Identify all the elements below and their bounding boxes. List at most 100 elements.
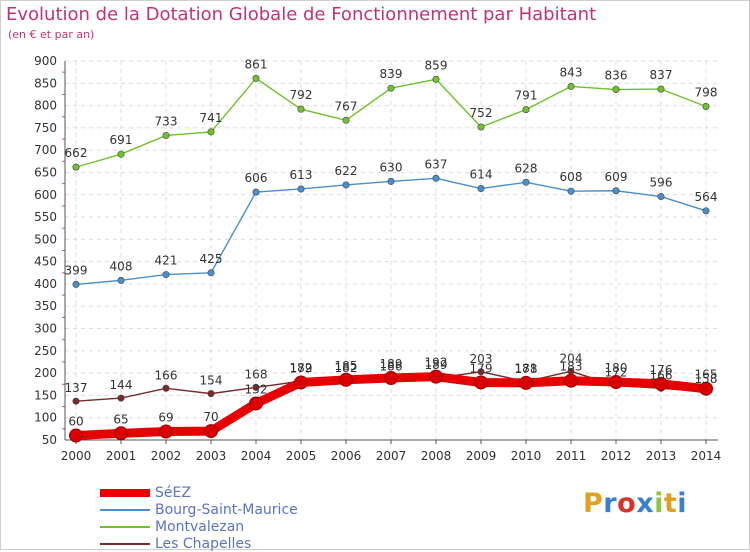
data-point-bourg-saint-maurice xyxy=(117,276,125,284)
data-point-bourg-saint-maurice xyxy=(72,280,80,288)
data-point-s-ez xyxy=(519,375,533,390)
y-tick-label: 400 xyxy=(34,277,57,291)
data-point-s-ez xyxy=(339,372,353,387)
data-label-les-chapelles: 181 xyxy=(515,362,538,376)
data-label-bourg-saint-maurice: 606 xyxy=(245,171,268,185)
legend-swatch xyxy=(100,542,150,545)
data-point-s-ez xyxy=(564,373,578,388)
data-point-montvalezan xyxy=(117,150,125,158)
data-point-montvalezan xyxy=(297,105,305,113)
x-tick-label: 2005 xyxy=(286,449,317,463)
data-label-s-ez: 60 xyxy=(68,415,83,429)
x-tick-label: 2006 xyxy=(331,449,362,463)
data-label-s-ez: 165 xyxy=(695,368,718,382)
data-label-montvalezan: 837 xyxy=(650,68,673,82)
data-point-montvalezan xyxy=(612,86,620,94)
x-tick-label: 2013 xyxy=(646,449,677,463)
data-label-s-ez: 189 xyxy=(380,357,403,371)
data-point-s-ez xyxy=(654,376,668,391)
data-label-s-ez: 179 xyxy=(470,361,493,375)
data-label-bourg-saint-maurice: 608 xyxy=(560,170,583,184)
x-tick-label: 2012 xyxy=(601,449,632,463)
legend-label: Les Chapelles xyxy=(155,535,252,552)
data-point-montvalezan xyxy=(387,84,395,92)
y-tick-label: 800 xyxy=(34,99,57,113)
data-label-s-ez: 176 xyxy=(650,363,673,377)
data-point-s-ez xyxy=(609,375,623,390)
y-tick-label: 550 xyxy=(34,210,57,224)
data-point-les-chapelles xyxy=(207,390,215,398)
logo-letter: P xyxy=(583,488,604,519)
data-point-montvalezan xyxy=(567,82,575,90)
data-label-les-chapelles: 182 xyxy=(335,361,358,375)
chart-legend: SéEZ Bourg-Saint-Maurice Montvalezan Les… xyxy=(100,484,298,552)
data-label-montvalezan: 691 xyxy=(110,133,133,147)
data-label-s-ez: 183 xyxy=(560,360,583,374)
data-label-les-chapelles: 144 xyxy=(110,378,133,392)
data-point-montvalezan xyxy=(342,116,350,124)
x-tick-label: 2011 xyxy=(556,449,587,463)
data-point-bourg-saint-maurice xyxy=(432,174,440,182)
data-point-bourg-saint-maurice xyxy=(702,207,710,215)
data-point-bourg-saint-maurice xyxy=(477,185,485,193)
data-point-s-ez xyxy=(114,426,128,441)
data-label-montvalezan: 839 xyxy=(380,67,403,81)
y-tick-label: 450 xyxy=(34,255,57,269)
data-label-les-chapelles: 166 xyxy=(155,368,178,382)
y-tick-label: 150 xyxy=(34,388,57,402)
data-label-les-chapelles: 203 xyxy=(470,352,493,366)
data-point-montvalezan xyxy=(72,163,80,171)
data-label-les-chapelles: 137 xyxy=(65,381,88,395)
data-label-bourg-saint-maurice: 630 xyxy=(380,160,403,174)
data-label-montvalezan: 792 xyxy=(290,88,313,102)
chart-subtitle: (en € et par an) xyxy=(8,28,95,41)
data-point-bourg-saint-maurice xyxy=(252,188,260,196)
logo-letter: o xyxy=(617,488,637,519)
data-label-bourg-saint-maurice: 637 xyxy=(425,157,448,171)
data-point-bourg-saint-maurice xyxy=(657,193,665,201)
data-point-s-ez xyxy=(699,381,713,396)
data-label-s-ez: 180 xyxy=(605,361,628,375)
data-label-montvalezan: 836 xyxy=(605,69,628,83)
legend-label: SéEZ xyxy=(155,484,191,501)
data-point-bourg-saint-maurice xyxy=(207,269,215,277)
data-point-bourg-saint-maurice xyxy=(522,178,530,186)
data-label-s-ez: 192 xyxy=(425,356,448,370)
data-point-bourg-saint-maurice xyxy=(162,271,170,279)
data-label-s-ez: 69 xyxy=(158,411,173,425)
data-label-montvalezan: 767 xyxy=(335,99,358,113)
y-tick-label: 100 xyxy=(34,411,57,425)
x-tick-label: 2002 xyxy=(151,449,182,463)
data-label-bourg-saint-maurice: 399 xyxy=(65,263,88,277)
logo-letter: i xyxy=(677,488,688,519)
data-label-s-ez: 178 xyxy=(515,362,538,376)
legend-label: Bourg-Saint-Maurice xyxy=(155,501,298,518)
data-label-s-ez: 65 xyxy=(113,412,128,426)
data-label-montvalezan: 662 xyxy=(65,146,88,160)
data-label-montvalezan: 859 xyxy=(425,58,448,72)
data-point-montvalezan xyxy=(207,128,215,136)
data-point-s-ez xyxy=(429,369,443,384)
y-tick-label: 700 xyxy=(34,143,57,157)
data-label-bourg-saint-maurice: 609 xyxy=(605,170,628,184)
data-point-montvalezan xyxy=(702,102,710,110)
legend-item: Bourg-Saint-Maurice xyxy=(100,501,298,518)
data-label-montvalezan: 798 xyxy=(695,85,718,99)
data-label-montvalezan: 733 xyxy=(155,114,178,128)
legend-swatch xyxy=(100,488,150,497)
data-label-les-chapelles: 154 xyxy=(200,374,223,388)
data-point-s-ez xyxy=(204,424,218,439)
legend-item: Montvalezan xyxy=(100,518,298,535)
legend-item: SéEZ xyxy=(100,484,298,501)
data-point-s-ez xyxy=(474,375,488,390)
data-label-s-ez: 132 xyxy=(245,382,268,396)
chart-title: Evolution de la Dotation Globale de Fonc… xyxy=(6,4,597,25)
data-point-montvalezan xyxy=(477,123,485,131)
data-point-les-chapelles xyxy=(72,397,80,405)
y-tick-label: 250 xyxy=(34,344,57,358)
y-tick-label: 850 xyxy=(34,76,57,90)
data-point-montvalezan xyxy=(252,74,260,82)
y-tick-label: 200 xyxy=(34,366,57,380)
x-tick-label: 2010 xyxy=(511,449,542,463)
